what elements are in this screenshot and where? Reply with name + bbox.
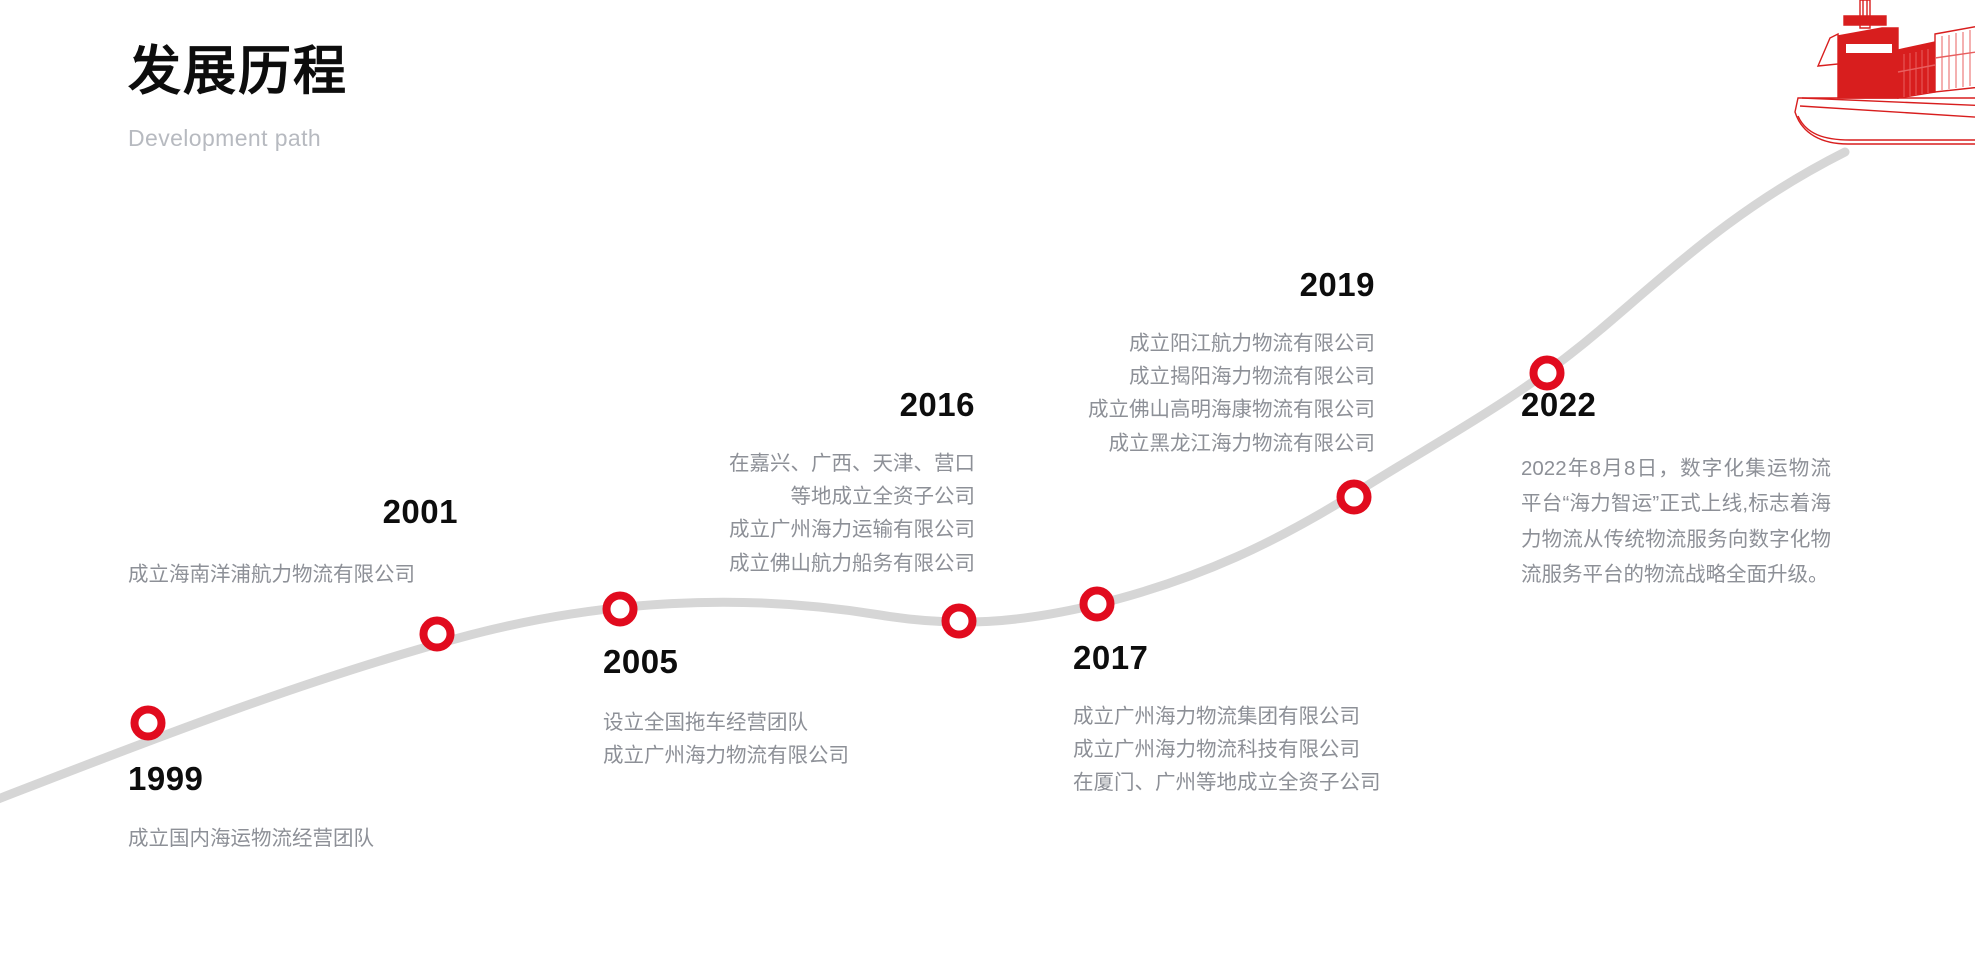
timeline-marker-2016[interactable] — [941, 603, 977, 639]
page-header: 发展历程 Development path — [128, 42, 748, 152]
milestone-description: 成立阳江航力物流有限公司 成立揭阳海力物流有限公司 成立佛山高明海康物流有限公司… — [1088, 332, 1375, 455]
milestone-2019: 2019 成立阳江航力物流有限公司 成立揭阳海力物流有限公司 成立佛山高明海康物… — [1000, 268, 1375, 460]
milestone-2001: 2001 成立海南洋浦航力物流有限公司 — [128, 495, 548, 591]
milestone-year: 2001 — [382, 493, 458, 530]
milestone-year: 2017 — [1073, 639, 1149, 676]
milestone-description: 2022年8月8日，数字化集运物流平台“海力智运”正式上线,标志着海力物流从传统… — [1521, 457, 1831, 586]
milestone-2005: 2005 设立全国拖车经营团队 成立广州海力物流有限公司 — [603, 645, 1033, 772]
timeline-marker-2017[interactable] — [1079, 586, 1115, 622]
milestone-2022: 2022 2022年8月8日，数字化集运物流平台“海力智运”正式上线,标志着海力… — [1521, 388, 1831, 592]
milestone-year: 2022 — [1521, 386, 1597, 423]
timeline-markers — [130, 355, 1565, 741]
milestone-description: 成立广州海力物流集团有限公司 成立广州海力物流科技有限公司 在厦门、广州等地成立… — [1073, 705, 1381, 795]
page-subtitle: Development path — [128, 124, 322, 151]
milestone-2017: 2017 成立广州海力物流集团有限公司 成立广州海力物流科技有限公司 在厦门、广… — [1073, 641, 1473, 800]
page-title: 发展历程 — [128, 42, 348, 101]
milestone-year: 2016 — [899, 386, 975, 423]
container-ship-icon — [1794, 0, 1975, 145]
milestone-2016: 2016 在嘉兴、广西、天津、营口 等地成立全资子公司 成立广州海力运输有限公司… — [620, 388, 975, 580]
milestone-description: 成立海南洋浦航力物流有限公司 — [128, 563, 415, 586]
timeline-marker-2001[interactable] — [419, 616, 455, 652]
milestone-year: 2005 — [603, 643, 679, 680]
milestone-description: 在嘉兴、广西、天津、营口 等地成立全资子公司 成立广州海力运输有限公司 成立佛山… — [729, 452, 975, 575]
milestone-1999: 1999 成立国内海运物流经营团队 — [128, 762, 558, 855]
milestone-year: 2019 — [1299, 266, 1375, 303]
timeline-marker-1999[interactable] — [130, 705, 166, 741]
timeline-marker-2005[interactable] — [602, 591, 638, 627]
timeline-marker-2019[interactable] — [1336, 479, 1372, 515]
milestone-description: 成立国内海运物流经营团队 — [128, 827, 374, 850]
milestone-description: 设立全国拖车经营团队 成立广州海力物流有限公司 — [603, 711, 849, 768]
timeline-marker-2022[interactable] — [1529, 355, 1565, 391]
timeline-curve-path — [0, 147, 1850, 804]
milestone-year: 1999 — [128, 760, 204, 797]
